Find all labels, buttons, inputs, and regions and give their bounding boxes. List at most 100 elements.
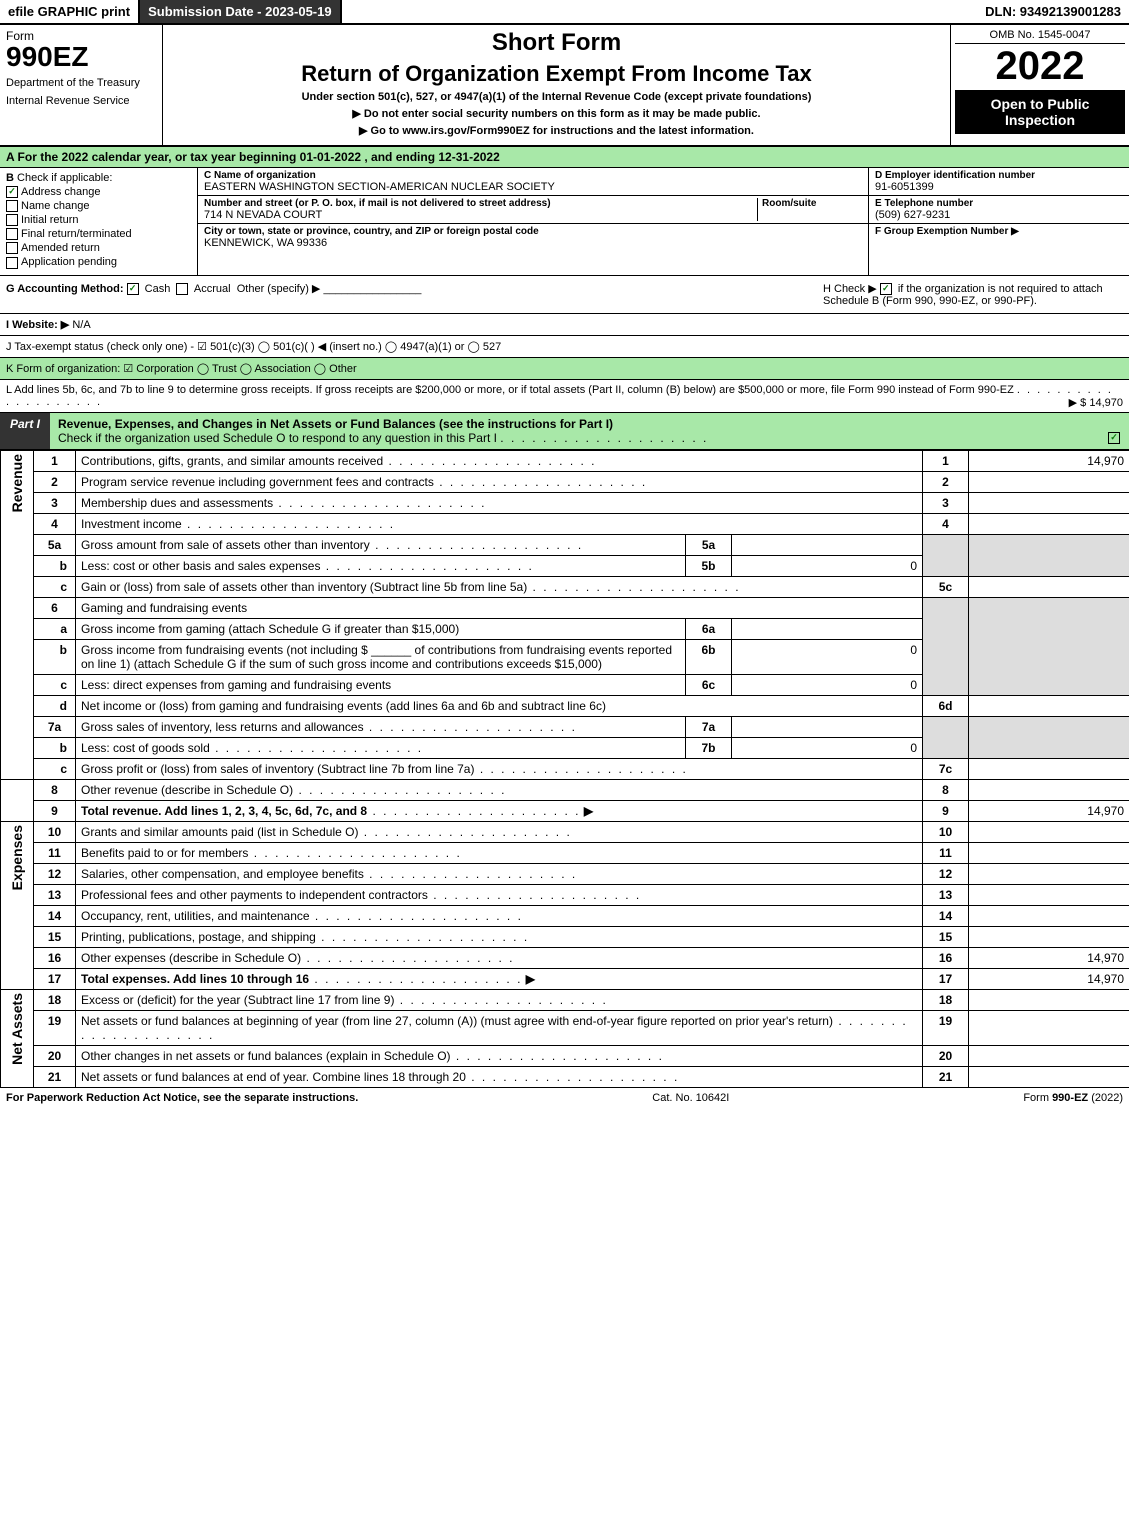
line3-amt	[969, 492, 1129, 513]
line16-num: 16	[923, 947, 969, 968]
submission-date: Submission Date - 2023-05-19	[140, 0, 342, 23]
row-j: J Tax-exempt status (check only one) - ☑…	[0, 336, 1129, 358]
efile-print-label[interactable]: efile GRAPHIC print	[0, 0, 140, 23]
line10-amt	[969, 821, 1129, 842]
line3-desc: Membership dues and assessments	[81, 496, 273, 510]
line7a-sub: 7a	[686, 716, 732, 737]
line4-amt	[969, 513, 1129, 534]
line7a-desc: Gross sales of inventory, less returns a…	[81, 720, 364, 734]
phone-value: (509) 627-9231	[875, 209, 1123, 221]
line9-num: 9	[923, 800, 969, 821]
line20-amt	[969, 1045, 1129, 1066]
line8-no: 8	[34, 779, 76, 800]
section-a-period: A For the 2022 calendar year, or tax yea…	[0, 147, 1129, 168]
line11-no: 11	[34, 842, 76, 863]
f-group-label: F Group Exemption Number ▶	[875, 226, 1123, 237]
room-label: Room/suite	[762, 198, 862, 209]
line13-amt	[969, 884, 1129, 905]
line16-no: 16	[34, 947, 76, 968]
line18-amt	[969, 989, 1129, 1010]
line6c-desc: Less: direct expenses from gaming and fu…	[81, 678, 391, 692]
d-ein-label: D Employer identification number	[875, 170, 1123, 181]
cash-label: Cash	[145, 283, 171, 295]
check-accrual[interactable]	[176, 283, 188, 295]
i-label: I Website: ▶	[6, 319, 69, 331]
line5c-no: c	[34, 576, 76, 597]
street-label: Number and street (or P. O. box, if mail…	[204, 198, 757, 209]
line6b-sub: 6b	[686, 639, 732, 674]
line11-desc: Benefits paid to or for members	[81, 846, 248, 860]
other-specify: Other (specify) ▶	[237, 283, 321, 295]
row-i: I Website: ▶ N/A	[0, 314, 1129, 336]
line19-amt	[969, 1010, 1129, 1045]
line7b-subval: 0	[732, 737, 923, 758]
line9-amt: 14,970	[969, 800, 1129, 821]
check-h[interactable]	[880, 283, 892, 295]
e-phone-label: E Telephone number	[875, 198, 1123, 209]
line6a-desc: Gross income from gaming (attach Schedul…	[81, 622, 459, 636]
part1-title: Revenue, Expenses, and Changes in Net As…	[58, 417, 613, 431]
line13-num: 13	[923, 884, 969, 905]
line10-desc: Grants and similar amounts paid (list in…	[81, 825, 358, 839]
line5a-sub: 5a	[686, 534, 732, 555]
website-value: N/A	[72, 319, 90, 331]
check-schedule-o[interactable]	[1108, 432, 1120, 444]
line17-num: 17	[923, 968, 969, 989]
line14-num: 14	[923, 905, 969, 926]
top-bar: efile GRAPHIC print Submission Date - 20…	[0, 0, 1129, 25]
line14-no: 14	[34, 905, 76, 926]
footer-right: Form 990-EZ (2022)	[1023, 1092, 1123, 1104]
line17-no: 17	[34, 968, 76, 989]
ein-value: 91-6051399	[875, 181, 1123, 193]
form-number: 990EZ	[6, 43, 156, 71]
line17-arrow: ▶	[526, 972, 535, 986]
line3-no: 3	[34, 492, 76, 513]
line4-desc: Investment income	[81, 517, 182, 531]
line16-amt: 14,970	[969, 947, 1129, 968]
line19-no: 19	[34, 1010, 76, 1045]
line6d-desc: Net income or (loss) from gaming and fun…	[81, 699, 606, 713]
line6d-amt	[969, 695, 1129, 716]
check-amended-return[interactable]: Amended return	[6, 242, 191, 254]
line21-num: 21	[923, 1066, 969, 1087]
line1-amt: 14,970	[969, 450, 1129, 471]
line16-desc: Other expenses (describe in Schedule O)	[81, 951, 301, 965]
line5b-subval: 0	[732, 555, 923, 576]
line6a-subval	[732, 618, 923, 639]
line1-desc: Contributions, gifts, grants, and simila…	[81, 454, 383, 468]
line5b-sub: 5b	[686, 555, 732, 576]
line5b-no: b	[34, 555, 76, 576]
line18-desc: Excess or (deficit) for the year (Subtra…	[81, 993, 394, 1007]
row-l: L Add lines 5b, 6c, and 7b to line 9 to …	[0, 380, 1129, 413]
line6a-sub: 6a	[686, 618, 732, 639]
check-application-pending[interactable]: Application pending	[6, 256, 191, 268]
line20-desc: Other changes in net assets or fund bala…	[81, 1049, 451, 1063]
goto-link[interactable]: ▶ Go to www.irs.gov/Form990EZ for instru…	[171, 124, 942, 137]
line3-num: 3	[923, 492, 969, 513]
check-address-change[interactable]: Address change	[6, 186, 191, 198]
netassets-side: Net Assets	[1, 989, 34, 1087]
line5a-no: 5a	[34, 534, 76, 555]
line8-num: 8	[923, 779, 969, 800]
check-initial-return[interactable]: Initial return	[6, 214, 191, 226]
line6d-no: d	[34, 695, 76, 716]
line13-desc: Professional fees and other payments to …	[81, 888, 428, 902]
org-name: EASTERN WASHINGTON SECTION-AMERICAN NUCL…	[204, 181, 862, 193]
line7b-sub: 7b	[686, 737, 732, 758]
check-cash[interactable]	[127, 283, 139, 295]
check-name-change[interactable]: Name change	[6, 200, 191, 212]
line21-no: 21	[34, 1066, 76, 1087]
form-header: Form 990EZ Department of the Treasury In…	[0, 25, 1129, 147]
footer-left: For Paperwork Reduction Act Notice, see …	[6, 1092, 358, 1104]
line10-num: 10	[923, 821, 969, 842]
line15-desc: Printing, publications, postage, and shi…	[81, 930, 316, 944]
part1-label: Part I	[0, 413, 50, 449]
line15-no: 15	[34, 926, 76, 947]
check-final-return[interactable]: Final return/terminated	[6, 228, 191, 240]
line12-num: 12	[923, 863, 969, 884]
g-label: G Accounting Method:	[6, 283, 124, 295]
line7c-amt	[969, 758, 1129, 779]
line8-amt	[969, 779, 1129, 800]
line9-no: 9	[34, 800, 76, 821]
part1-header: Part I Revenue, Expenses, and Changes in…	[0, 413, 1129, 450]
